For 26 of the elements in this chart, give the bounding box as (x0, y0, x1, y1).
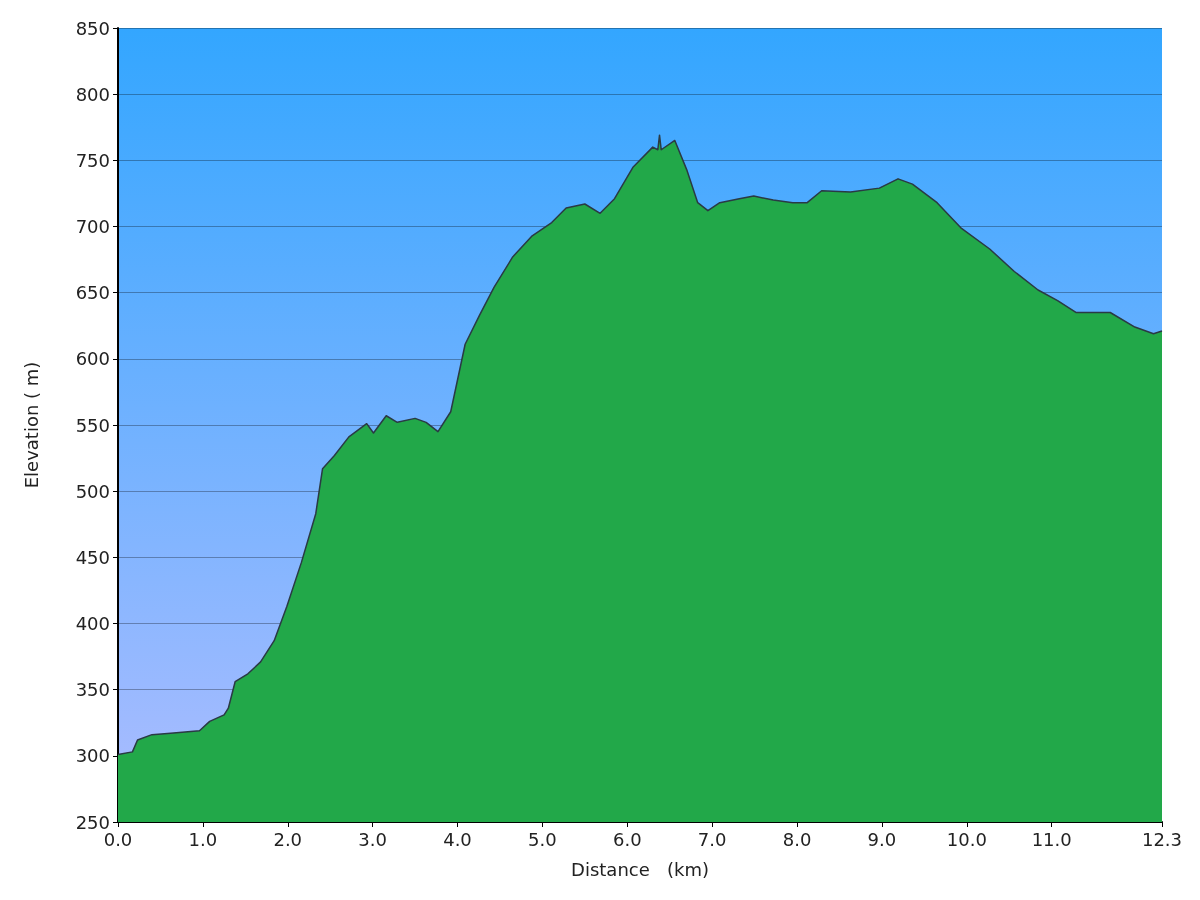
x-tick-label: 8.0 (782, 828, 812, 850)
x-tick-label: 1.0 (188, 828, 218, 850)
x-tick-label: 2.0 (273, 828, 303, 850)
x-tick-label: 6.0 (612, 828, 642, 850)
y-tick-label: 500 (75, 480, 110, 502)
x-tick-label: 10.0 (946, 828, 987, 850)
y-tick-label: 850 (75, 17, 110, 39)
x-tick-label: 11.0 (1031, 828, 1072, 850)
x-axis-title: Distance (km) (571, 858, 709, 880)
y-tick-label: 300 (75, 745, 110, 767)
y-tick-label: 800 (75, 83, 110, 105)
y-tick-label: 350 (75, 679, 110, 701)
y-axis-title: Elevation ( m) (20, 361, 42, 489)
x-tick-label: 7.0 (697, 828, 727, 850)
y-tick-label: 400 (75, 613, 110, 634)
y-tick-label: 700 (75, 216, 110, 237)
y-tick-label: 550 (75, 414, 110, 436)
y-tick-label: 450 (75, 546, 110, 568)
x-tick-label: 4.0 (443, 828, 472, 850)
x-tick-label: 3.0 (358, 828, 387, 850)
x-tick-label: 12.3 (1141, 828, 1183, 850)
y-tick-label: 750 (75, 149, 110, 171)
x-tick-label: 9.0 (867, 828, 897, 850)
x-tick-label: 5.0 (528, 828, 557, 850)
y-tick-label: 650 (75, 282, 110, 304)
y-tick-label: 600 (75, 348, 110, 370)
